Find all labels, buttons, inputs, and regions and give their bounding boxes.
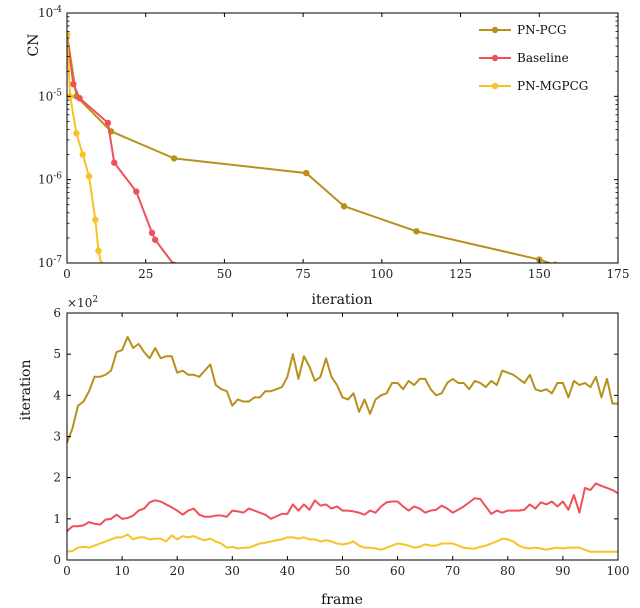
bottom-series-line-1 xyxy=(66,482,619,532)
top-y-tick-label: 10-4 xyxy=(38,5,62,20)
bottom-x-tick-label: 10 xyxy=(114,564,129,578)
bottom-x-tick-label: 90 xyxy=(555,564,570,578)
bottom-series-line-0 xyxy=(66,335,618,444)
top-panel-ticks: 0 25 50 75 100 125 150 175 10-7 10-6 10-5 10-4 xyxy=(38,5,630,281)
bottom-x-tick-label: 30 xyxy=(225,564,240,578)
bottom-y-tick-label: 6 xyxy=(53,306,61,320)
top-x-tick-label: 100 xyxy=(370,267,393,281)
bottom-x-axis-label: frame xyxy=(321,592,363,608)
top-series-line-0 xyxy=(67,34,553,263)
top-series-2-point-3 xyxy=(79,151,86,158)
bottom-x-tick-label: 20 xyxy=(170,564,185,578)
bottom-y-tick-label: 4 xyxy=(53,388,61,402)
top-series-0-point-5 xyxy=(340,203,348,210)
bottom-y-tick-label: 3 xyxy=(53,430,61,444)
top-series-1-point-6 xyxy=(148,229,156,237)
top-series-1-point-7 xyxy=(151,236,159,243)
bottom-series-line-2 xyxy=(66,533,618,553)
top-panel-cn-vs-iteration: 0 25 50 75 100 125 150 175 10-7 10-6 10-5 10-4 iter… xyxy=(26,5,629,308)
bottom-y-multiplier-base: ×10 xyxy=(67,296,92,310)
top-series-line-1 xyxy=(67,34,174,263)
bottom-x-tick-label: 60 xyxy=(390,564,405,578)
top-series-2-point-5 xyxy=(92,216,99,223)
top-x-tick-label: 125 xyxy=(449,267,472,281)
top-x-tick-label: 0 xyxy=(63,267,71,281)
top-y-tick-label: 10-5 xyxy=(38,88,62,103)
top-y-tick-label: 10-6 xyxy=(38,172,62,187)
top-series-0-point-3 xyxy=(170,155,178,162)
top-x-tick-label: 150 xyxy=(528,267,551,281)
bottom-y-axis-label: iteration xyxy=(18,360,34,421)
bottom-y-tick-label: 5 xyxy=(53,347,61,361)
bottom-panel-plot-frame xyxy=(66,312,619,561)
top-series-2-point-0 xyxy=(67,31,71,38)
top-series-0-point-6 xyxy=(413,228,420,235)
top-series-1-point-3 xyxy=(104,119,112,127)
bottom-y-tick-label: 0 xyxy=(53,553,61,567)
legend-swatch-marker xyxy=(491,26,499,34)
bottom-panel-series-lines xyxy=(66,335,619,553)
top-panel-legend: PN-PCG Baseline PN-MGPCG xyxy=(479,23,588,93)
top-x-axis-label: iteration xyxy=(312,292,373,308)
legend-label-1: Baseline xyxy=(517,51,569,65)
top-x-tick-label: 175 xyxy=(607,267,630,281)
bottom-y-multiplier: ×102 xyxy=(67,295,98,310)
legend-swatch-marker xyxy=(491,82,499,90)
bottom-x-tick-label: 100 xyxy=(607,564,630,578)
top-series-line-2 xyxy=(67,34,103,263)
bottom-y-tick-label: 1 xyxy=(53,512,61,526)
top-series-1-point-5 xyxy=(133,188,140,195)
top-series-2-point-6 xyxy=(95,247,102,255)
top-series-1-point-2 xyxy=(76,94,83,102)
legend-label-0: PN-PCG xyxy=(517,23,566,37)
legend-label-2: PN-MGPCG xyxy=(517,79,588,93)
top-panel-series-lines xyxy=(67,31,558,263)
bottom-x-tick-label: 70 xyxy=(445,564,460,578)
legend-swatch-marker xyxy=(491,54,499,62)
bottom-x-tick-label: 0 xyxy=(63,564,71,578)
top-series-2-point-2 xyxy=(73,130,80,137)
bottom-x-tick-label: 50 xyxy=(335,564,350,578)
bottom-x-tick-label: 40 xyxy=(280,564,295,578)
bottom-y-multiplier-exponent: 2 xyxy=(92,295,98,305)
top-x-tick-label: 50 xyxy=(217,267,232,281)
top-panel-plot-frame xyxy=(66,12,619,264)
top-x-tick-label: 25 xyxy=(138,267,153,281)
top-series-1-point-4 xyxy=(111,159,118,166)
top-y-tick-label: 10-7 xyxy=(38,255,62,270)
top-series-1-point-1 xyxy=(70,80,77,88)
bottom-panel-ticks: 0 10 20 30 40 50 60 70 80 90 100 0 1 2 3 4 5 6 xyxy=(53,306,629,578)
top-y-axis-label: CN xyxy=(26,34,42,57)
bottom-y-tick-label: 2 xyxy=(53,471,61,485)
top-x-tick-label: 75 xyxy=(296,267,311,281)
top-series-2-point-4 xyxy=(85,173,93,180)
top-series-0-point-4 xyxy=(303,169,310,177)
bottom-x-tick-label: 80 xyxy=(500,564,515,578)
